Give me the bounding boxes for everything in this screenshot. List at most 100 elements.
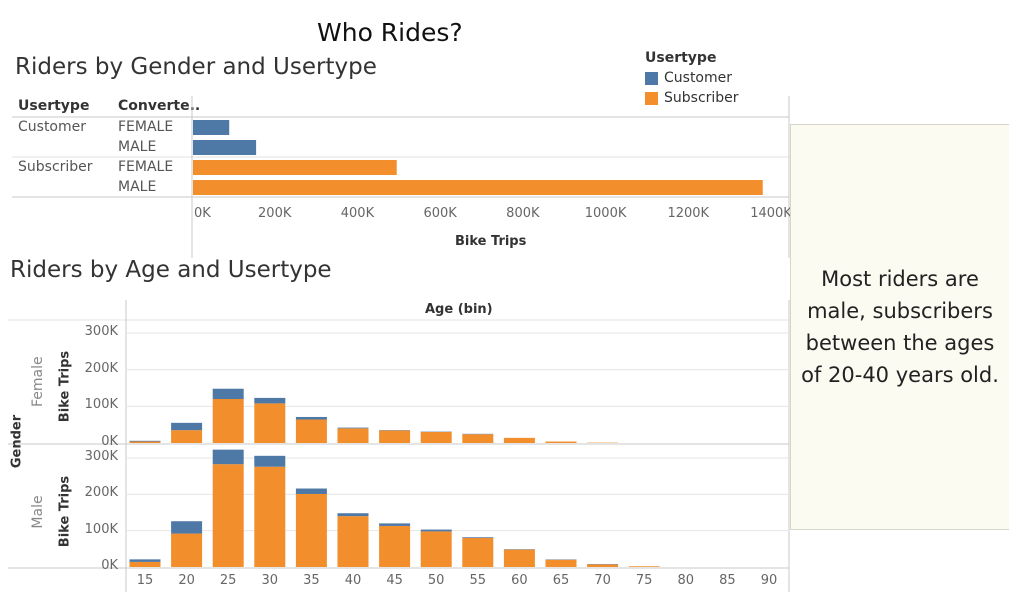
bar-female-subscriber-65[interactable] (545, 441, 577, 443)
age-y-axis-title-female: Bike Trips (57, 350, 73, 423)
age-y-tick-male: 300K (84, 449, 118, 464)
panel-label-female: Female (30, 356, 46, 407)
row-gender-customer-male: MALE (118, 139, 157, 155)
bar-female-customer-35[interactable] (295, 416, 327, 420)
age-x-tick: 15 (136, 573, 154, 588)
age-x-tick: 70 (594, 573, 611, 588)
bar-male-subscriber-40[interactable] (337, 516, 369, 567)
bar-female-subscriber-25[interactable] (212, 399, 244, 443)
age-x-tick: 30 (261, 573, 279, 588)
bar-male-customer-50[interactable] (420, 529, 452, 532)
age-y-tick-male: 100K (84, 521, 118, 537)
row-usertype-subscriber: Subscriber (18, 159, 93, 175)
age-y-tick-female: 0K (101, 434, 118, 449)
bar-male-subscriber-55[interactable] (462, 537, 494, 567)
age-x-tick: 65 (552, 573, 570, 588)
bar-male-subscriber-35[interactable] (295, 493, 327, 567)
bar-male-subscriber-65[interactable] (545, 559, 577, 567)
age-y-tick-male: 200K (84, 485, 118, 501)
bar-female-customer-30[interactable] (254, 397, 286, 404)
bar-male-subscriber-30[interactable] (254, 466, 286, 567)
bar-male-subscriber-60[interactable] (503, 549, 535, 567)
age-x-tick: 35 (303, 573, 320, 588)
row-usertype-customer: Customer (18, 119, 87, 135)
age-x-tick: 60 (511, 573, 528, 588)
gender-x-tick: 0K (194, 206, 211, 221)
bar-customer-female[interactable] (193, 120, 230, 135)
gender-x-tick: 800K (506, 206, 540, 221)
age-x-tick: 40 (344, 573, 362, 588)
age-y-tick-male: 0K (101, 558, 118, 573)
gender-x-tick: 200K (258, 206, 292, 221)
gender-x-tick: 600K (423, 206, 457, 221)
bar-female-customer-15[interactable] (129, 440, 161, 442)
legend-swatch-subscriber (645, 91, 658, 105)
bar-female-subscriber-60[interactable] (503, 437, 535, 443)
bar-male-customer-20[interactable] (171, 521, 203, 534)
header-gender: Converte.. (118, 98, 201, 114)
age-x-tick: 75 (635, 573, 653, 588)
gender-x-tick: 400K (340, 206, 375, 221)
bar-female-subscriber-20[interactable] (171, 430, 203, 443)
age-x-tick: 50 (427, 573, 445, 588)
bar-male-customer-40[interactable] (337, 513, 369, 517)
legend-item-customer[interactable]: Customer (645, 70, 739, 86)
age-x-tick: 45 (386, 573, 403, 588)
age-y-tick-female: 300K (84, 324, 118, 339)
gender-chart (12, 96, 790, 258)
bar-male-customer-30[interactable] (254, 455, 286, 467)
row-gender-subscriber-female: FEMALE (118, 159, 174, 175)
bar-male-customer-35[interactable] (295, 488, 327, 494)
legend-title: Usertype (645, 50, 717, 66)
gender-x-tick: 1000K (584, 206, 627, 221)
age-x-tick: 90 (760, 573, 778, 588)
legend-label-subscriber: Subscriber (664, 90, 739, 106)
bar-female-subscriber-40[interactable] (337, 428, 369, 443)
age-x-tick: 80 (677, 573, 695, 588)
bar-male-subscriber-15[interactable] (129, 561, 161, 567)
bar-subscriber-male[interactable] (193, 180, 763, 195)
bar-female-subscriber-50[interactable] (420, 432, 452, 443)
legend-label-customer: Customer (664, 70, 733, 86)
age-y-axis-title-male: Bike Trips (57, 475, 73, 547)
age-x-tick: 85 (719, 573, 736, 588)
age-chart-title: Riders by Age and Usertype (10, 257, 332, 283)
legend-item-subscriber[interactable]: Subscriber (645, 90, 739, 106)
bar-male-customer-15[interactable] (129, 559, 161, 562)
row-gender-subscriber-male: MALE (118, 179, 157, 195)
bar-female-subscriber-35[interactable] (295, 419, 327, 443)
gender-x-tick: 1400K (750, 206, 792, 221)
bar-female-subscriber-45[interactable] (379, 430, 411, 443)
bar-male-subscriber-50[interactable] (420, 531, 452, 567)
age-x-tick: 55 (469, 573, 487, 588)
panel-label-male: Male (30, 494, 46, 529)
age-x-tick: 25 (219, 573, 237, 588)
gender-chart-title: Riders by Gender and Usertype (15, 54, 377, 80)
gender-x-axis-title: Bike Trips (455, 234, 527, 249)
gender-row-header: Gender (9, 414, 25, 469)
gender-x-tick: 1200K (667, 206, 710, 221)
bar-male-subscriber-20[interactable] (171, 533, 203, 567)
row-gender-customer-female: FEMALE (118, 119, 174, 135)
bar-female-customer-40[interactable] (337, 427, 369, 429)
bar-female-subscriber-15[interactable] (129, 441, 161, 443)
bar-male-subscriber-75[interactable] (628, 566, 660, 567)
bar-male-customer-45[interactable] (379, 523, 411, 526)
age-y-tick-female: 100K (84, 397, 118, 413)
header-usertype: Usertype (18, 98, 90, 114)
bar-male-subscriber-25[interactable] (212, 464, 244, 567)
age-y-tick-female: 200K (84, 360, 118, 376)
age-chart (8, 300, 790, 592)
bar-male-customer-55[interactable] (462, 537, 494, 538)
bar-male-customer-25[interactable] (212, 449, 244, 465)
bar-female-subscriber-55[interactable] (462, 434, 494, 443)
bar-male-subscriber-45[interactable] (379, 525, 411, 567)
bar-male-subscriber-70[interactable] (587, 564, 619, 567)
bar-subscriber-female[interactable] (193, 160, 397, 175)
bar-female-customer-25[interactable] (212, 388, 244, 399)
annotation-box: Most riders are male, subscribers betwee… (790, 124, 1009, 530)
bar-female-subscriber-30[interactable] (254, 403, 286, 443)
usertype-legend: Usertype Customer Subscriber (645, 50, 739, 106)
bar-female-customer-20[interactable] (171, 422, 203, 431)
bar-customer-male[interactable] (193, 140, 257, 155)
